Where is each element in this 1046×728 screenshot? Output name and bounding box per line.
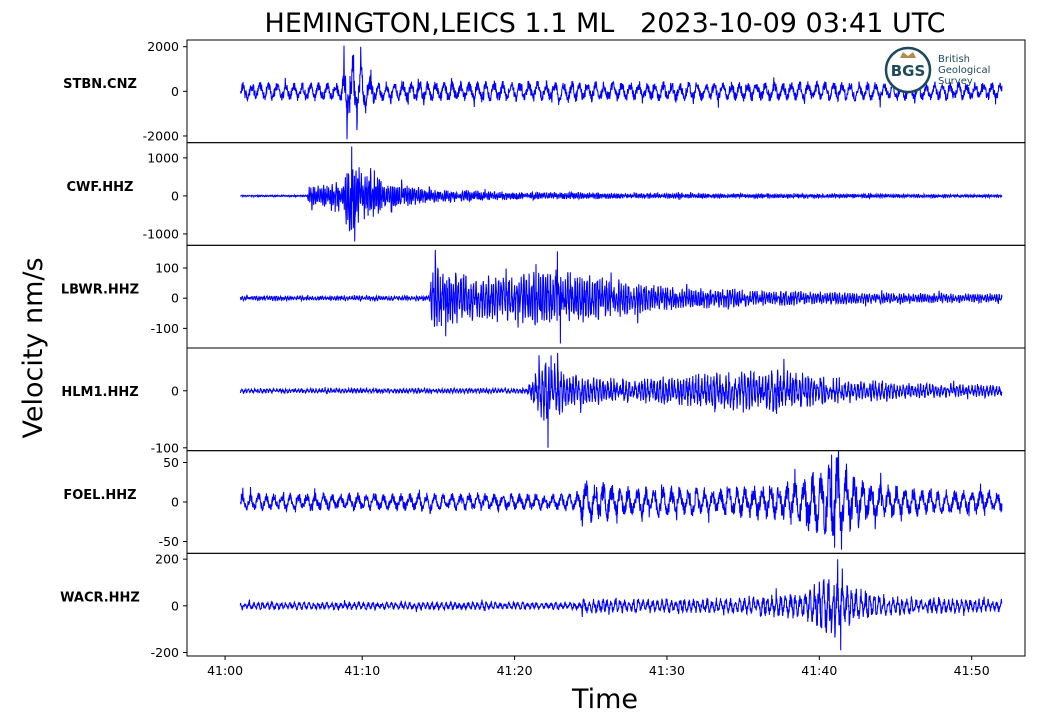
y-tick-label: 50 — [163, 455, 179, 470]
y-tick-label: 0 — [171, 383, 179, 398]
x-tick-label: 41:20 — [497, 663, 533, 678]
waveform-cwf-hhz — [239, 146, 1003, 242]
y-tick-label: 0 — [171, 291, 179, 306]
station-label: LBWR.HHZ — [61, 282, 139, 297]
x-axis: 41:00 41:10 41:20 41:30 41:40 41:50 — [207, 656, 990, 678]
y-tick-label: -200 — [151, 645, 179, 660]
waveform-wacr-hhz — [239, 559, 1003, 651]
station-label: WACR.HHZ — [60, 590, 140, 605]
panel-foel-hhz: 50 0 -50 FOEL.HHZ — [63, 450, 1026, 554]
y-tick-label: 200 — [155, 552, 179, 567]
logo-line: Geological — [938, 65, 990, 76]
y-tick-label: -2000 — [143, 128, 179, 143]
y-tick-label: 0 — [171, 84, 179, 99]
x-tick-label: 41:30 — [649, 663, 685, 678]
y-tick-label: 0 — [171, 598, 179, 613]
logo-ring — [884, 46, 932, 94]
y-tick-label: -100 — [151, 440, 179, 455]
station-label: FOEL.HHZ — [63, 488, 136, 503]
logo-line: British — [938, 54, 970, 65]
waveform-stbn-cnz — [240, 45, 1003, 140]
waveform-lbwr-hhz — [239, 249, 1003, 344]
y-tick-label: 0 — [171, 188, 179, 203]
waveform-hlm1-hhz — [239, 352, 1003, 448]
x-tick-label: 41:40 — [801, 663, 837, 678]
station-label: HLM1.HHZ — [61, 385, 138, 400]
waveform-foel-hhz — [239, 450, 1003, 550]
chart-title: HEMINGTON,LEICS 1.1 ML 2023-10-09 03:41 … — [265, 8, 946, 39]
y-axis-title: Velocity nm/s — [18, 257, 49, 438]
panel-lbwr-hhz: 100 0 -100 LBWR.HHZ — [61, 244, 1026, 349]
panel-stbn-cnz: 2000 0 -2000 STBN.CNZ — [63, 39, 1026, 143]
station-label: CWF.HHZ — [67, 180, 134, 195]
logo-mark: BGS — [891, 62, 926, 80]
x-axis-title: Time — [571, 684, 638, 715]
y-tick-label: 0 — [171, 495, 179, 510]
y-tick-label: -100 — [151, 321, 179, 336]
y-tick-label: 2000 — [147, 39, 179, 54]
y-tick-label: 1000 — [147, 150, 179, 165]
station-label: STBN.CNZ — [63, 77, 137, 92]
panel-wacr-hhz: 200 0 -200 WACR.HHZ — [60, 552, 1026, 660]
panel-frame — [186, 552, 1026, 657]
logo-line: Survey — [938, 76, 973, 87]
x-tick-label: 41:00 — [207, 663, 243, 678]
x-tick-label: 41:10 — [344, 663, 380, 678]
y-tick-label: -1000 — [143, 226, 179, 241]
x-tick-label: 41:50 — [954, 663, 990, 678]
panel-hlm1-hhz: 0 -100 HLM1.HHZ — [61, 347, 1026, 455]
crown-icon — [900, 52, 916, 58]
panel-cwf-hhz: 1000 0 -1000 CWF.HHZ — [67, 142, 1026, 246]
y-tick-label: -50 — [159, 534, 179, 549]
y-tick-label: 100 — [155, 260, 179, 275]
panels-layer: 20000-2000STBN.CNZ10000-1000CWF.HHZ1000-… — [60, 39, 1026, 660]
